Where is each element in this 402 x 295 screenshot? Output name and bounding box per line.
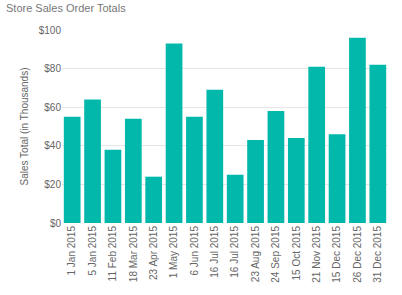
svg-text:24 Sep 2015: 24 Sep 2015 bbox=[270, 226, 281, 283]
svg-text:$40: $40 bbox=[44, 140, 61, 151]
svg-text:$80: $80 bbox=[44, 63, 61, 74]
svg-text:6 Jun 2015: 6 Jun 2015 bbox=[189, 226, 200, 276]
svg-text:15 Oct 2015: 15 Oct 2015 bbox=[291, 226, 302, 281]
svg-text:Store Sales Order Totals: Store Sales Order Totals bbox=[6, 2, 126, 14]
svg-text:$60: $60 bbox=[44, 102, 61, 113]
svg-text:Sales Total (in Thousands): Sales Total (in Thousands) bbox=[19, 67, 30, 185]
svg-text:5 Jan 2015: 5 Jan 2015 bbox=[87, 226, 98, 276]
svg-text:1 May 2015: 1 May 2015 bbox=[168, 226, 179, 279]
svg-text:$20: $20 bbox=[44, 179, 61, 190]
svg-text:16 Jul 2015: 16 Jul 2015 bbox=[209, 226, 220, 278]
svg-text:18 Mar 2015: 18 Mar 2015 bbox=[128, 226, 139, 283]
svg-text:21 Nov 2015: 21 Nov 2015 bbox=[311, 226, 322, 283]
svg-text:1 Jan 2015: 1 Jan 2015 bbox=[66, 226, 77, 276]
svg-text:31 Dec 2015: 31 Dec 2015 bbox=[372, 226, 383, 283]
svg-text:16 Jul 2015: 16 Jul 2015 bbox=[229, 226, 240, 278]
svg-text:23 Apr 2015: 23 Apr 2015 bbox=[148, 226, 159, 280]
svg-text:$0: $0 bbox=[50, 218, 62, 229]
svg-text:15 Dec 2015: 15 Dec 2015 bbox=[331, 226, 342, 283]
svg-text:26 Dec 2015: 26 Dec 2015 bbox=[352, 226, 363, 283]
svg-text:23 Aug 2015: 23 Aug 2015 bbox=[250, 226, 261, 283]
svg-text:11 Feb 2015: 11 Feb 2015 bbox=[107, 226, 118, 282]
svg-text:$100: $100 bbox=[39, 25, 62, 36]
